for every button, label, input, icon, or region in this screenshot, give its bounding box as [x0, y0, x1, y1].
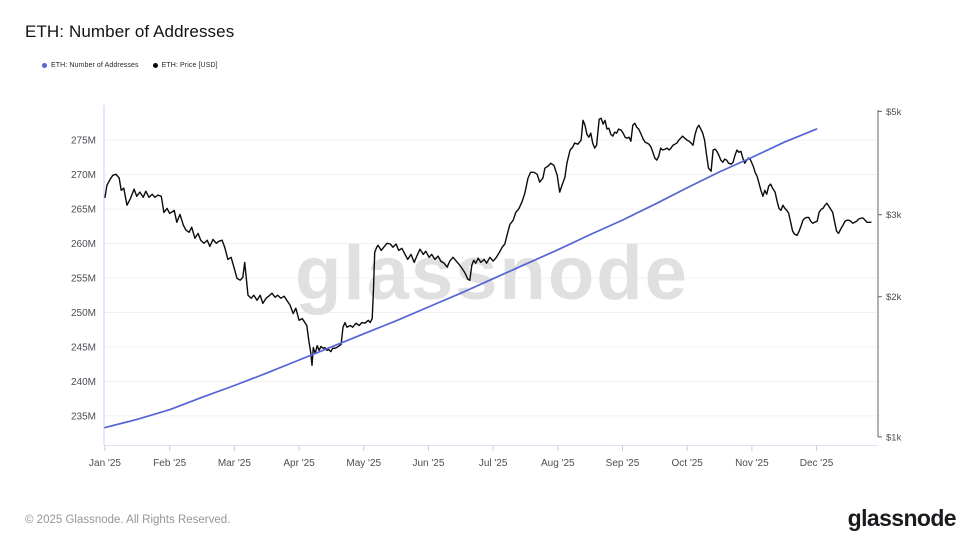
left-axis-tick-label: 235M [71, 411, 96, 422]
addresses-series-dot-icon [42, 63, 47, 68]
right-axis-tick-label: $5k [886, 107, 902, 118]
chart-legend: ETH: Number of Addresses ETH: Price [USD… [42, 62, 218, 69]
price-series-dot-icon [152, 63, 158, 68]
right-axis-tick-label: $3k [886, 210, 902, 221]
left-axis-tick-label: 260M [71, 239, 96, 250]
x-axis-tick-label: Sep '25 [606, 458, 640, 469]
x-axis-tick-label: Jan '25 [89, 458, 121, 469]
x-axis-tick-label: May '25 [346, 458, 381, 469]
price-line-series [104, 117, 872, 366]
glassnode-watermark: glassnode [295, 231, 689, 316]
page-title: ETH: Number of Addresses [25, 22, 235, 41]
x-axis-tick-label: Nov '25 [735, 458, 769, 469]
left-axis-tick-label: 255M [71, 274, 96, 285]
glassnode-logo[interactable]: glassnode [847, 505, 957, 531]
left-axis-tick-label: 245M [71, 342, 96, 353]
left-axis-tick-label: 265M [71, 205, 96, 216]
x-axis-tick-label: Aug '25 [541, 458, 575, 469]
legend-label-addresses: ETH: Number of Addresses [51, 62, 139, 69]
addresses-line-series [104, 128, 818, 429]
x-axis-tick-label: Jun '25 [412, 458, 444, 469]
legend-item-addresses[interactable]: ETH: Number of Addresses [42, 62, 139, 69]
left-axis-tick-label: 270M [71, 170, 96, 181]
left-axis-tick-label: 240M [71, 377, 96, 388]
legend-label-price: ETH: Price [USD] [161, 62, 218, 69]
x-axis-tick-label: Dec '25 [800, 458, 834, 469]
x-axis-tick-label: Jul '25 [479, 458, 508, 469]
x-axis-tick-label: Oct '25 [671, 458, 703, 469]
copyright-text: © 2025 Glassnode. All Rights Reserved. [25, 514, 231, 526]
x-axis-tick-label: Feb '25 [153, 458, 186, 469]
right-axis-tick-label: $1k [886, 432, 902, 443]
x-axis-tick-label: Apr '25 [283, 458, 315, 469]
right-axis-tick-label: $2k [886, 292, 902, 303]
left-axis-tick-label: 275M [71, 136, 96, 147]
left-axis-tick-label: 250M [71, 308, 96, 319]
legend-item-price[interactable]: ETH: Price [USD] [152, 62, 218, 69]
x-axis-tick-label: Mar '25 [218, 458, 251, 469]
